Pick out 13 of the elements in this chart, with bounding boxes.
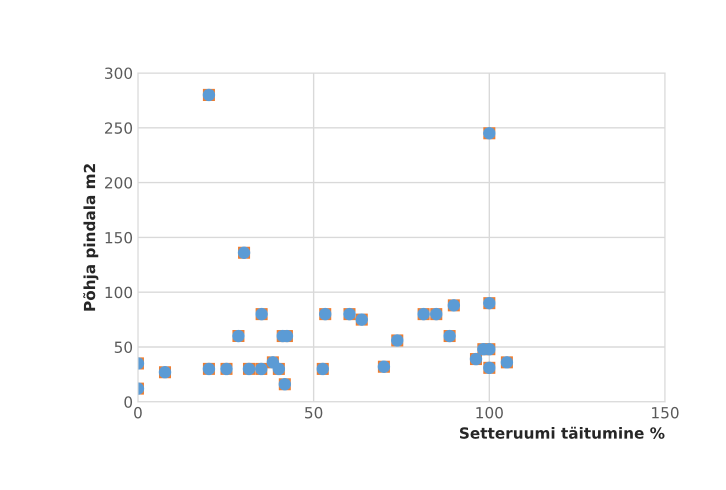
x-tick-label: 50 — [305, 406, 322, 418]
y-tick-label: 300 — [105, 67, 132, 80]
y-axis-title: Põhja pindala m2 — [83, 164, 98, 311]
y-tick-label: 150 — [106, 232, 132, 244]
y-tick-label: 200 — [105, 177, 132, 189]
x-tick-label: 150 — [652, 406, 679, 418]
y-tick-label: 250 — [105, 122, 132, 134]
x-axis-title: Setteruumi täitumine % — [460, 426, 665, 439]
y-tick-label: 0 — [124, 396, 132, 408]
y-tick-label: 50 — [114, 341, 132, 354]
y-tick-label: 100 — [106, 286, 132, 298]
x-tick-label: 100 — [476, 406, 503, 418]
x-tick-label: 0 — [134, 406, 142, 418]
